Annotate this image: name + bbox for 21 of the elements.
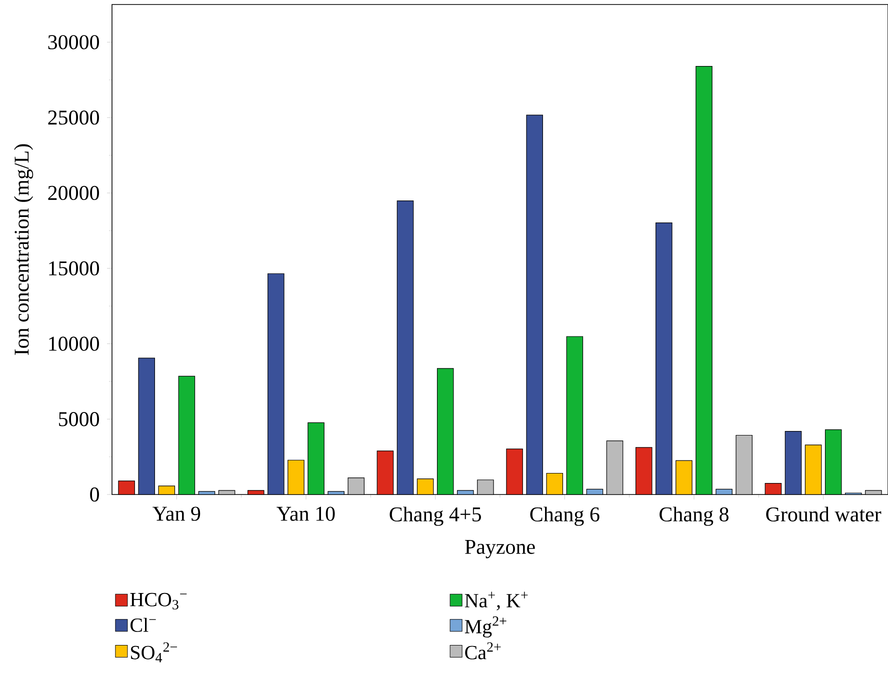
y-tick-label: 0 [90,487,100,502]
x-tick-label: Yan 10 [276,506,335,521]
x-tick-label: Ground water [766,506,882,522]
x-tick-label: Yan 9 [152,506,200,521]
y-tick-label: 10000 [49,336,100,351]
y-tick-label: 15000 [49,261,100,276]
legend-label: SO$_{4}$2− [131,642,177,662]
x-tick-label: Chang 8 [660,506,728,526]
legend-label: HCO$_{3}$− [130,592,187,610]
y-axis-title: Ion concentration (mg/L) [14,144,34,355]
legend-label: Mg$^{2+}$ [464,616,506,638]
legend-label: Cl$^{−}$ [130,618,156,632]
y-tick-label: 20000 [48,186,100,200]
y-tick-label: 5000 [59,412,100,426]
y-tick-label: 25000 [48,110,100,125]
x-tick-label: Chang 6 [530,506,600,526]
y-tick-label: 30000 [48,35,100,50]
x-axis-title: Payzone [465,540,535,558]
x-tick-label: Chang 4+5 [390,506,481,526]
legend-label: Na$^{+}$, K$^{+}$ [464,592,528,610]
legend-label: Ca$^{2+}$ [465,642,501,660]
